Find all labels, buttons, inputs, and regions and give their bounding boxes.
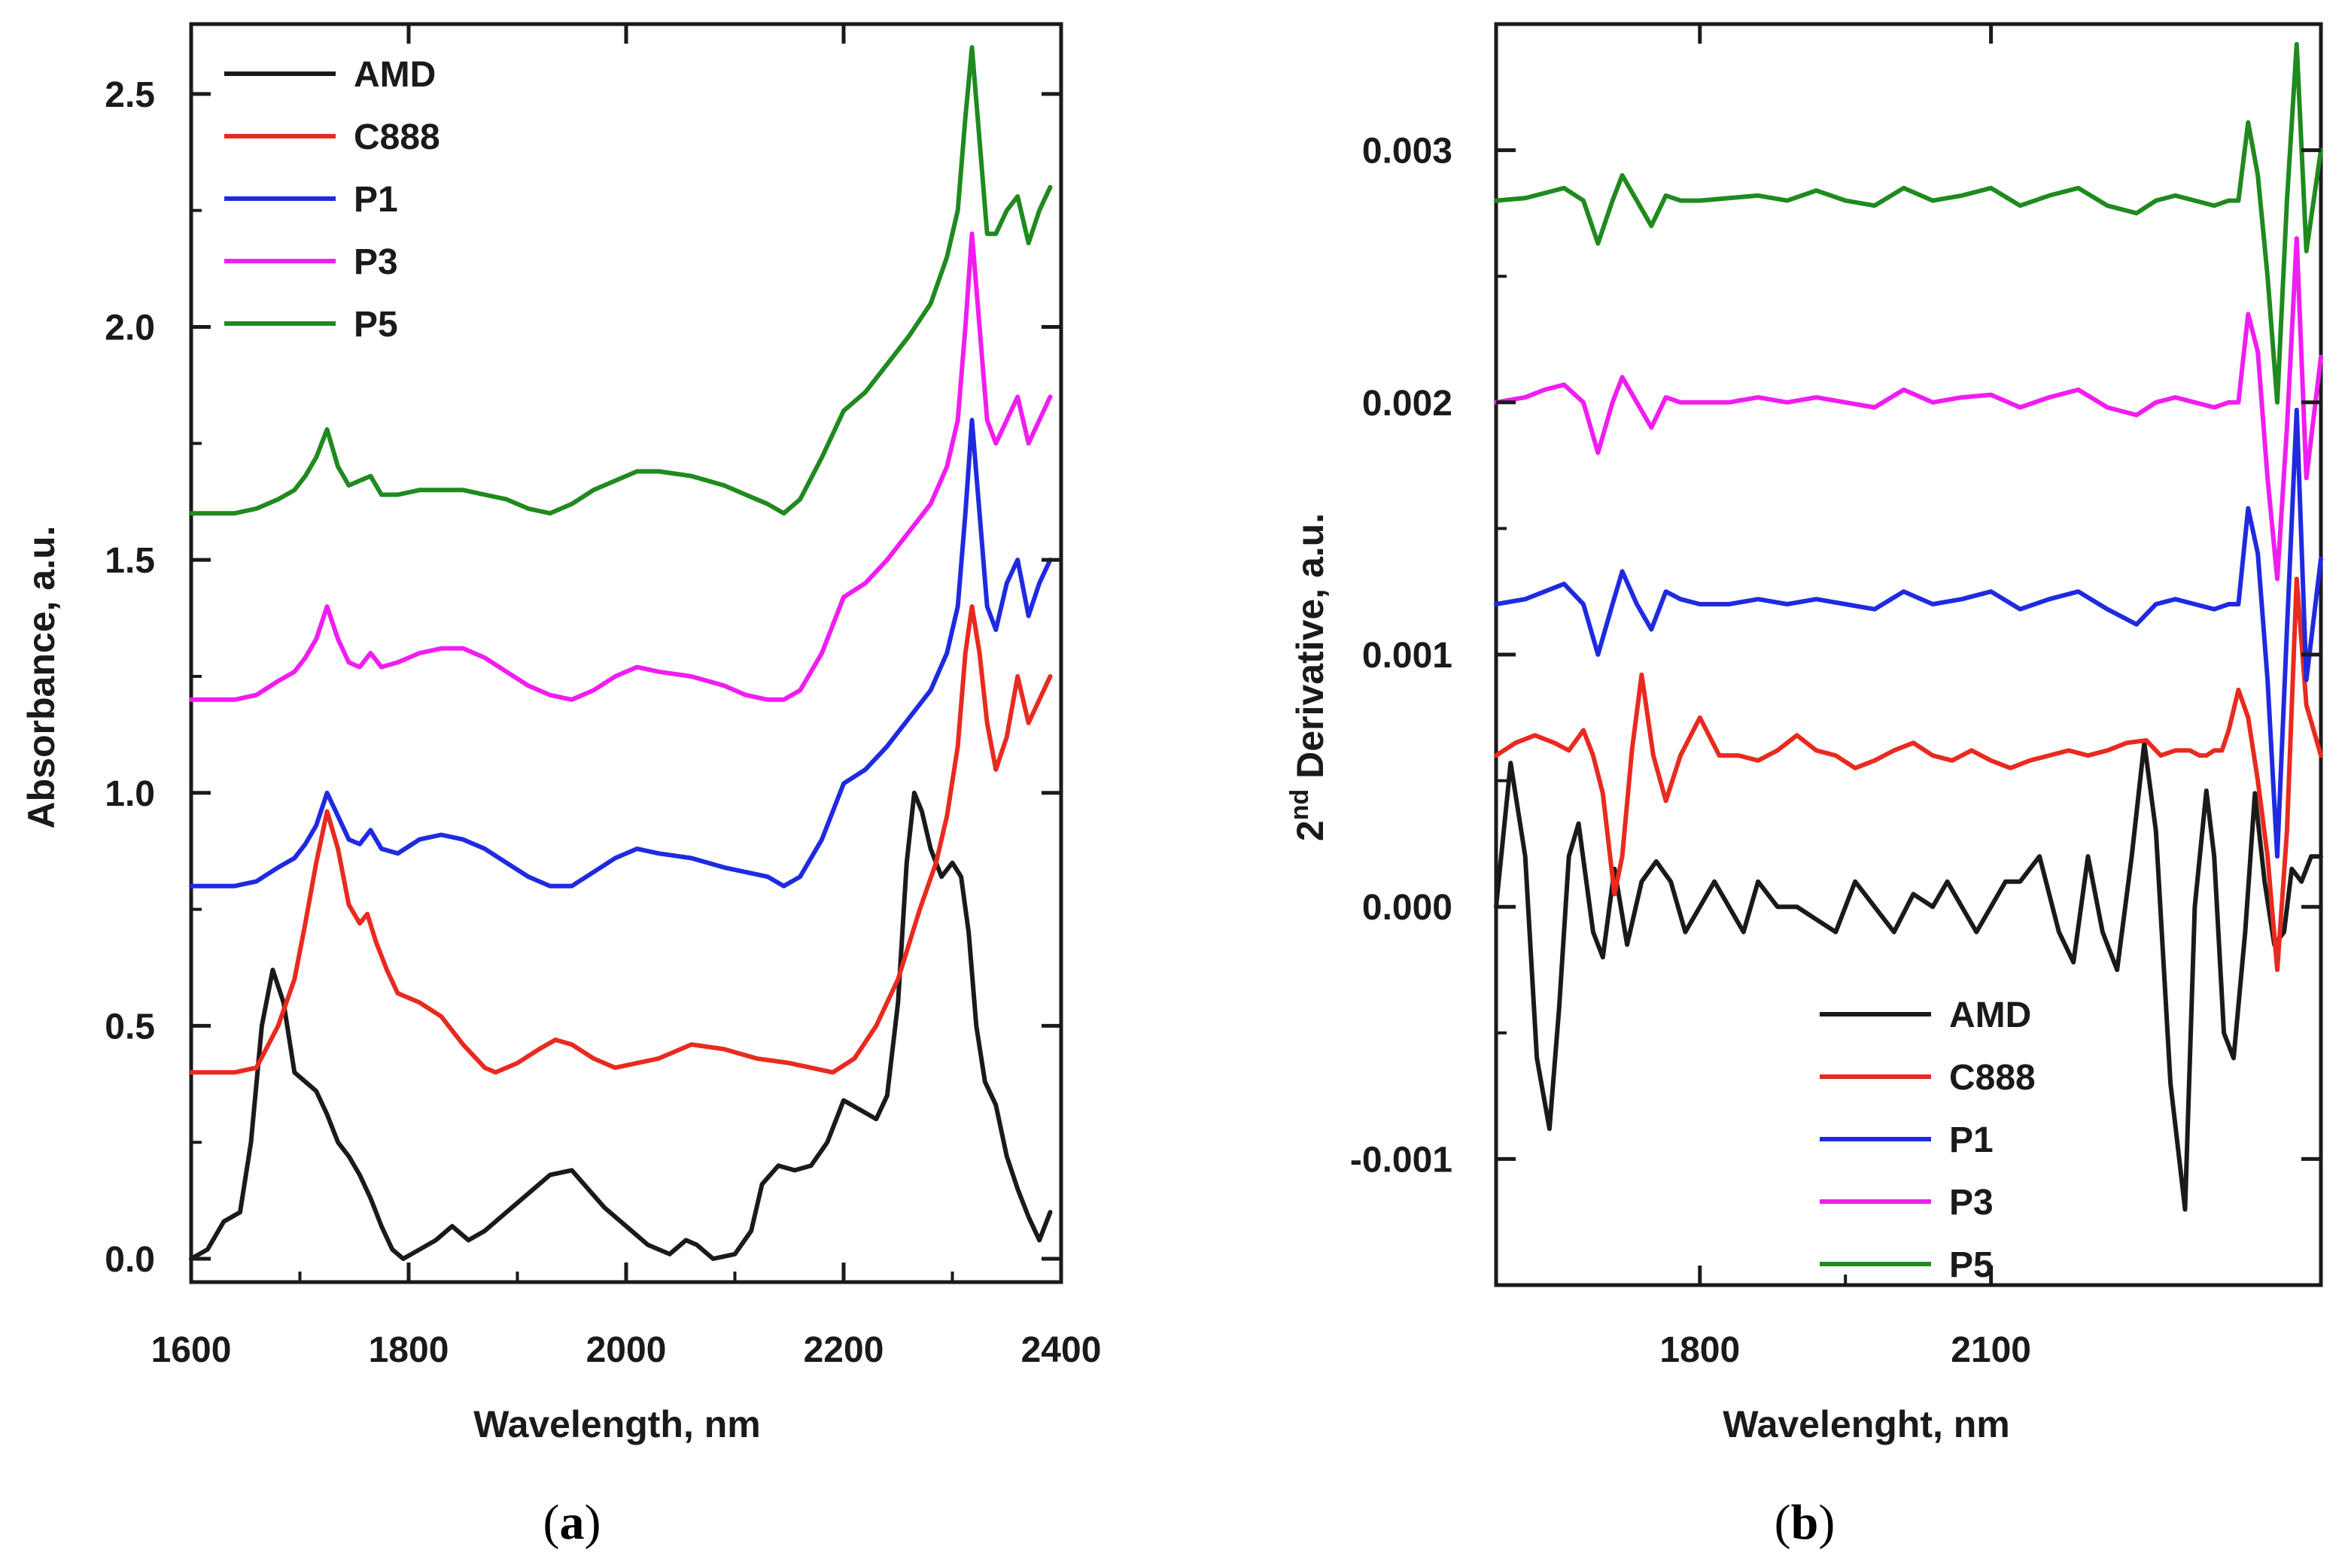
panel-a-legend: AMD C888 P1 P3 P5 bbox=[224, 55, 440, 345]
panel-a-y-tick-label: 2.0 bbox=[105, 308, 155, 348]
panel-a-chart: 1600 1800 2000 2200 2400 0.0 0.5 1.0 1.5 2.0 2.5 W… bbox=[20, 22, 1101, 1550]
panel-a-series-c888-line bbox=[189, 604, 1053, 1075]
panel-a-legend-label-p1: P1 bbox=[354, 180, 398, 220]
panel-a-ticks-group: 1600 1800 2000 2200 2400 0.0 0.5 1.0 1.5 2.0 2.5 bbox=[105, 24, 1101, 1370]
panel-a-label-letter: a bbox=[560, 1495, 585, 1550]
panel-a-series-p1-line bbox=[189, 418, 1053, 889]
panel-b-legend-label-p5: P5 bbox=[1949, 1245, 1994, 1285]
panel-b-y-tick-label: 0.003 bbox=[1362, 132, 1452, 172]
panel-a-y-tick-label: 0.5 bbox=[105, 1007, 155, 1047]
panel-b-label: (b) bbox=[1775, 1495, 1836, 1550]
panel-b-x-axis-title: Wavelenght, nm bbox=[1723, 1403, 2010, 1445]
panel-b-y-axis-title-suffix: Derivative, a.u. bbox=[1289, 513, 1331, 789]
panel-b-y-axis-title-prefix: 2 bbox=[1289, 820, 1331, 841]
panel-a-series-p5-line bbox=[189, 45, 1053, 516]
panel-a-legend-label-p3: P3 bbox=[354, 242, 398, 282]
panel-a-label: (a) bbox=[543, 1495, 601, 1550]
panel-b-series-group bbox=[1494, 41, 2323, 1212]
panel-b-chart: 1800 2100 -0.001 0.000 0.001 0.002 0.003 Wavel… bbox=[1285, 22, 2323, 1550]
panel-b-label-letter: b bbox=[1791, 1495, 1819, 1550]
panel-a-x-axis-title: Wavelength, nm bbox=[473, 1403, 761, 1445]
panel-b-ticks-group: 1800 2100 -0.001 0.000 0.001 0.002 0.003 bbox=[1350, 24, 2321, 1370]
panel-a-x-tick-label: 2400 bbox=[1021, 1330, 1102, 1370]
panel-b-y-tick-label: 0.002 bbox=[1362, 384, 1452, 424]
panel-b-y-tick-label: 0.000 bbox=[1362, 888, 1452, 928]
panel-b-y-tick-label: -0.001 bbox=[1350, 1140, 1452, 1180]
panel-a-x-tick-label: 2200 bbox=[804, 1330, 884, 1370]
panel-b-series-p5-line bbox=[1494, 41, 2323, 405]
panel-b-series-p1-line bbox=[1494, 407, 2323, 859]
panel-a-legend-label-c888: C888 bbox=[354, 117, 440, 157]
panel-a-series-p3-line bbox=[189, 231, 1053, 702]
panel-b-legend-label-amd: AMD bbox=[1949, 995, 2031, 1035]
panel-b-x-tick-label: 1800 bbox=[1659, 1330, 1740, 1370]
panel-a-x-tick-label: 1600 bbox=[151, 1330, 232, 1370]
panel-a-x-tick-label: 2000 bbox=[586, 1330, 667, 1370]
panel-a-legend-label-p5: P5 bbox=[354, 305, 398, 345]
panel-b-series-p3-line bbox=[1494, 236, 2323, 582]
panel-b-series-c888-line bbox=[1494, 576, 2323, 972]
panel-a-series-group bbox=[189, 45, 1053, 1261]
panel-a-y-tick-label: 2.5 bbox=[105, 75, 155, 115]
panel-b-x-tick-label: 2100 bbox=[1951, 1330, 2031, 1370]
panel-a-series-amd-line bbox=[189, 790, 1053, 1261]
panel-b-legend-label-p1: P1 bbox=[1949, 1120, 1994, 1160]
panel-b-legend-label-p3: P3 bbox=[1949, 1183, 1994, 1223]
panel-b-legend-label-c888: C888 bbox=[1949, 1058, 2036, 1098]
panel-b-y-tick-label: 0.001 bbox=[1362, 636, 1452, 676]
panel-a-y-tick-label: 0.0 bbox=[105, 1240, 155, 1280]
panel-b-legend: AMD C888 P1 P3 P5 bbox=[1820, 995, 2036, 1285]
panel-a-y-axis-title: Absorbance, a.u. bbox=[20, 526, 62, 829]
panel-a-y-tick-label: 1.0 bbox=[105, 774, 155, 814]
panel-b-y-axis-title-superscript: nd bbox=[1285, 789, 1314, 821]
panel-b-series-amd-line bbox=[1494, 740, 2323, 1212]
panel-a-y-tick-label: 1.5 bbox=[105, 541, 155, 581]
panel-a-x-tick-label: 1800 bbox=[369, 1330, 449, 1370]
panel-b-y-axis-title: 2nd Derivative, a.u. bbox=[1285, 513, 1331, 841]
panel-a-legend-label-amd: AMD bbox=[354, 55, 436, 95]
